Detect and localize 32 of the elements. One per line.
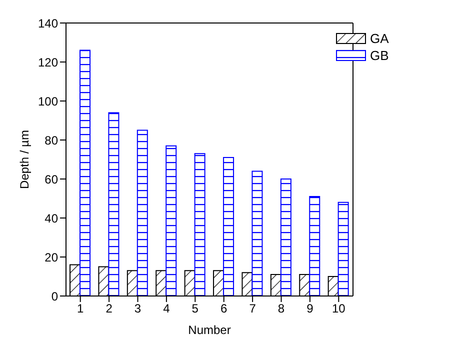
bar — [108, 112, 120, 296]
x-tick-label: 2 — [106, 302, 113, 316]
legend-label: GB — [370, 48, 389, 63]
x-tick-label: 5 — [192, 302, 199, 316]
y-tick-label: 120 — [38, 55, 58, 70]
x-tick-label: 9 — [306, 302, 314, 316]
bar — [252, 170, 263, 296]
x-tick-label: 4 — [163, 302, 170, 316]
y-axis-title: Depth / µm — [17, 130, 32, 189]
y-tick-label: 20 — [44, 250, 58, 264]
x-tick-label: 6 — [220, 302, 228, 316]
x-tick-label: 10 — [332, 302, 346, 316]
bar — [223, 157, 234, 296]
legend-label: GA — [370, 31, 389, 46]
y-tick-label: 80 — [44, 133, 58, 148]
x-tick-label: 7 — [249, 302, 256, 316]
x-tick-label: 8 — [278, 302, 285, 316]
bar — [280, 178, 292, 296]
bar — [80, 50, 91, 296]
bar — [136, 130, 148, 296]
y-tick-label: 60 — [44, 172, 58, 186]
bar — [194, 153, 206, 296]
bar — [338, 202, 349, 296]
x-tick-label: 3 — [134, 302, 142, 316]
y-tick-label: 0 — [51, 289, 58, 304]
x-tick-label: 1 — [77, 302, 84, 316]
y-tick-label: 100 — [38, 94, 58, 108]
y-tick-label: 140 — [38, 16, 58, 30]
y-tick-label: 40 — [44, 211, 58, 226]
bar — [166, 145, 177, 296]
x-axis-title: Number — [188, 323, 231, 337]
bar — [309, 196, 320, 296]
